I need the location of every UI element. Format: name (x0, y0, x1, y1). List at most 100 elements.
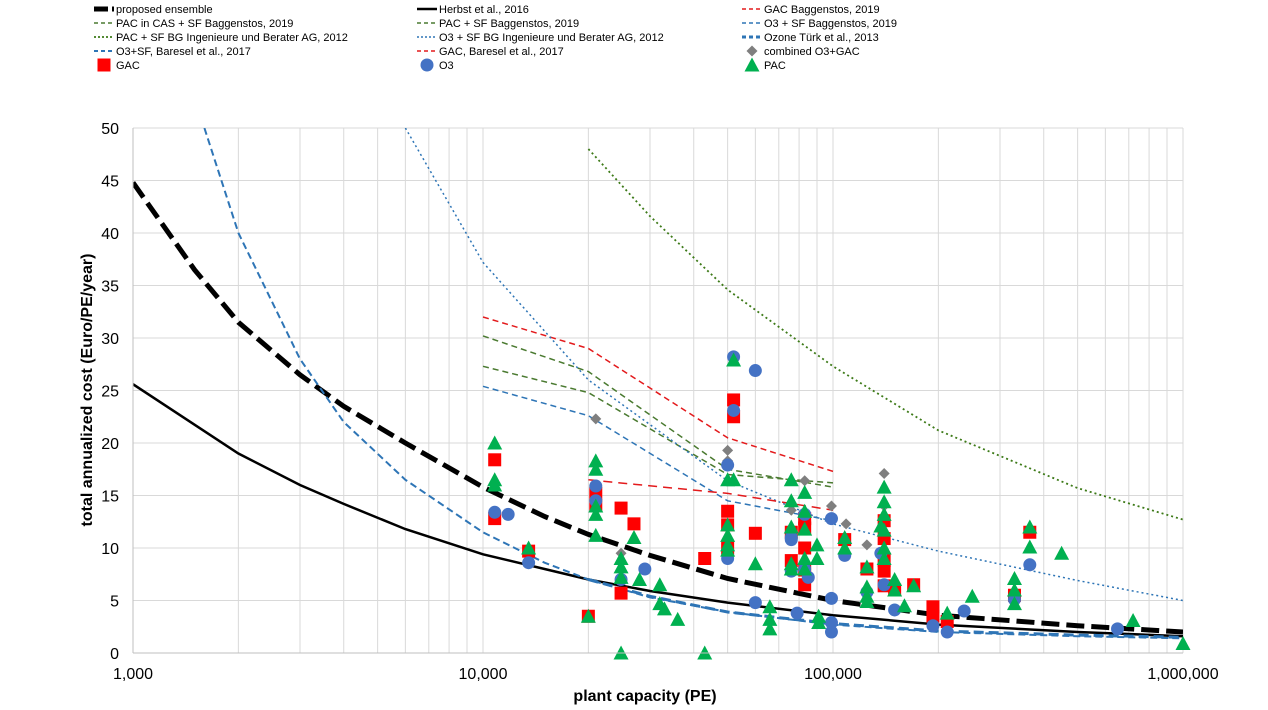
y-tick-label: 25 (101, 384, 119, 401)
legend-swatch-marker (746, 45, 758, 57)
legend-entry-label: O3 + SF BG Ingenieure und Berater AG, 20… (439, 32, 664, 44)
data-point-gac (698, 552, 712, 565)
data-point-pac (876, 522, 892, 537)
data-point-pac (588, 498, 604, 513)
data-point-pac (487, 477, 503, 492)
data-point-pac (1006, 570, 1022, 585)
data-point-pac (580, 608, 596, 623)
data-point-o3 (824, 512, 838, 526)
data-point-o3 (1111, 622, 1125, 636)
data-point-o3 (501, 507, 515, 521)
data-point-pac (613, 569, 629, 584)
data-point-combined (590, 413, 602, 425)
y-tick-label: 30 (101, 331, 119, 348)
legend-swatch-marker (97, 58, 111, 72)
data-point-pac (859, 594, 875, 609)
data-point-combined (825, 500, 837, 512)
data-point-gac (926, 609, 940, 623)
data-point-pac (762, 621, 778, 636)
legend-entry-label: GAC, Baresel et al., 2017 (439, 46, 564, 58)
data-point-pac (837, 540, 853, 555)
data-point-pac (652, 577, 668, 592)
data-point-combined (799, 475, 811, 487)
data-point-pac (876, 494, 892, 509)
legend-entry-label: Ozone Türk et al., 2013 (764, 32, 879, 44)
data-point-pac (876, 540, 892, 555)
legend-entry-label: Herbst et al., 2016 (439, 4, 529, 16)
series-line (482, 335, 834, 488)
y-tick-label: 10 (101, 541, 119, 558)
x-axis-title: plant capacity (PE) (573, 688, 716, 705)
data-point-pac (783, 519, 799, 534)
data-point-pac (613, 551, 629, 565)
data-point-o3 (790, 606, 804, 620)
data-point-o3 (824, 616, 838, 630)
data-point-pac (783, 472, 799, 487)
series-line (482, 385, 834, 522)
data-point-pac (811, 615, 827, 630)
data-point-pac (797, 503, 813, 518)
data-point-gac (614, 586, 628, 600)
data-point-pac (797, 521, 813, 536)
data-point-o3 (727, 403, 741, 417)
data-point-gac (748, 526, 762, 540)
data-point-pac (656, 601, 672, 616)
series-line (133, 383, 1183, 638)
data-point-pac (1006, 596, 1022, 611)
data-point-o3 (784, 533, 798, 547)
data-point-pac (964, 588, 980, 603)
data-point-pac (588, 506, 604, 521)
data-point-pac (859, 559, 875, 574)
data-point-o3 (957, 604, 971, 618)
data-point-gac (488, 453, 502, 467)
data-point-pac (613, 559, 629, 574)
data-point-pac (906, 578, 922, 593)
y-tick-label: 50 (101, 121, 119, 138)
legend-entry-label: combined O3+GAC (764, 46, 860, 58)
data-point-o3 (488, 505, 502, 519)
data-point-pac (726, 352, 742, 367)
data-point-pac (876, 506, 892, 521)
data-point-pac (837, 530, 853, 544)
y-tick-label: 20 (101, 436, 119, 453)
data-point-pac (809, 537, 825, 552)
data-point-pac (1006, 582, 1022, 597)
data-point-gac (627, 517, 641, 531)
data-point-gac (798, 541, 812, 555)
data-point-pac (1022, 519, 1038, 534)
data-point-pac (726, 472, 742, 487)
data-point-pac (747, 556, 763, 571)
legend-entry-label: GAC Baggenstos, 2019 (764, 4, 880, 16)
data-point-pac (720, 542, 736, 557)
legend-entry-label: PAC + SF BG Ingenieure und Berater AG, 2… (116, 32, 348, 44)
data-point-pac (588, 527, 604, 542)
data-point-combined (722, 444, 734, 456)
y-tick-label: 40 (101, 226, 119, 243)
legend-swatch-marker (744, 57, 760, 72)
x-tick-label: 1,000 (113, 666, 153, 683)
data-point-pac (876, 479, 892, 494)
y-tick-label: 15 (101, 489, 119, 506)
data-point-o3 (940, 625, 954, 639)
data-point-pac (1175, 636, 1191, 651)
legend-entry-label: O3+SF, Baresel et al., 2017 (116, 46, 251, 58)
data-point-pac (632, 572, 648, 586)
data-point-pac (887, 582, 903, 597)
legend-entry-label: PAC in CAS + SF Baggenstos, 2019 (116, 18, 293, 30)
legend-entry-label: O3 + SF Baggenstos, 2019 (764, 18, 897, 30)
data-point-o3 (926, 619, 940, 633)
data-point-pac (887, 572, 903, 586)
data-point-pac (939, 605, 955, 620)
data-point-pac (720, 517, 736, 532)
data-point-o3 (1023, 558, 1037, 572)
data-point-pac (859, 579, 875, 594)
data-point-o3 (589, 479, 603, 493)
data-point-gac (614, 501, 628, 515)
y-tick-label: 0 (110, 646, 119, 663)
axes: 0 5 10 15 20 25 30 35 40 45 50 1,000 10,000 100,000 1,… (101, 121, 1218, 683)
data-point-pac (762, 611, 778, 626)
data-point-combined (785, 504, 797, 516)
data-point-pac (797, 484, 813, 499)
x-tick-label: 1,000,000 (1147, 666, 1218, 683)
data-point-o3 (748, 596, 762, 610)
